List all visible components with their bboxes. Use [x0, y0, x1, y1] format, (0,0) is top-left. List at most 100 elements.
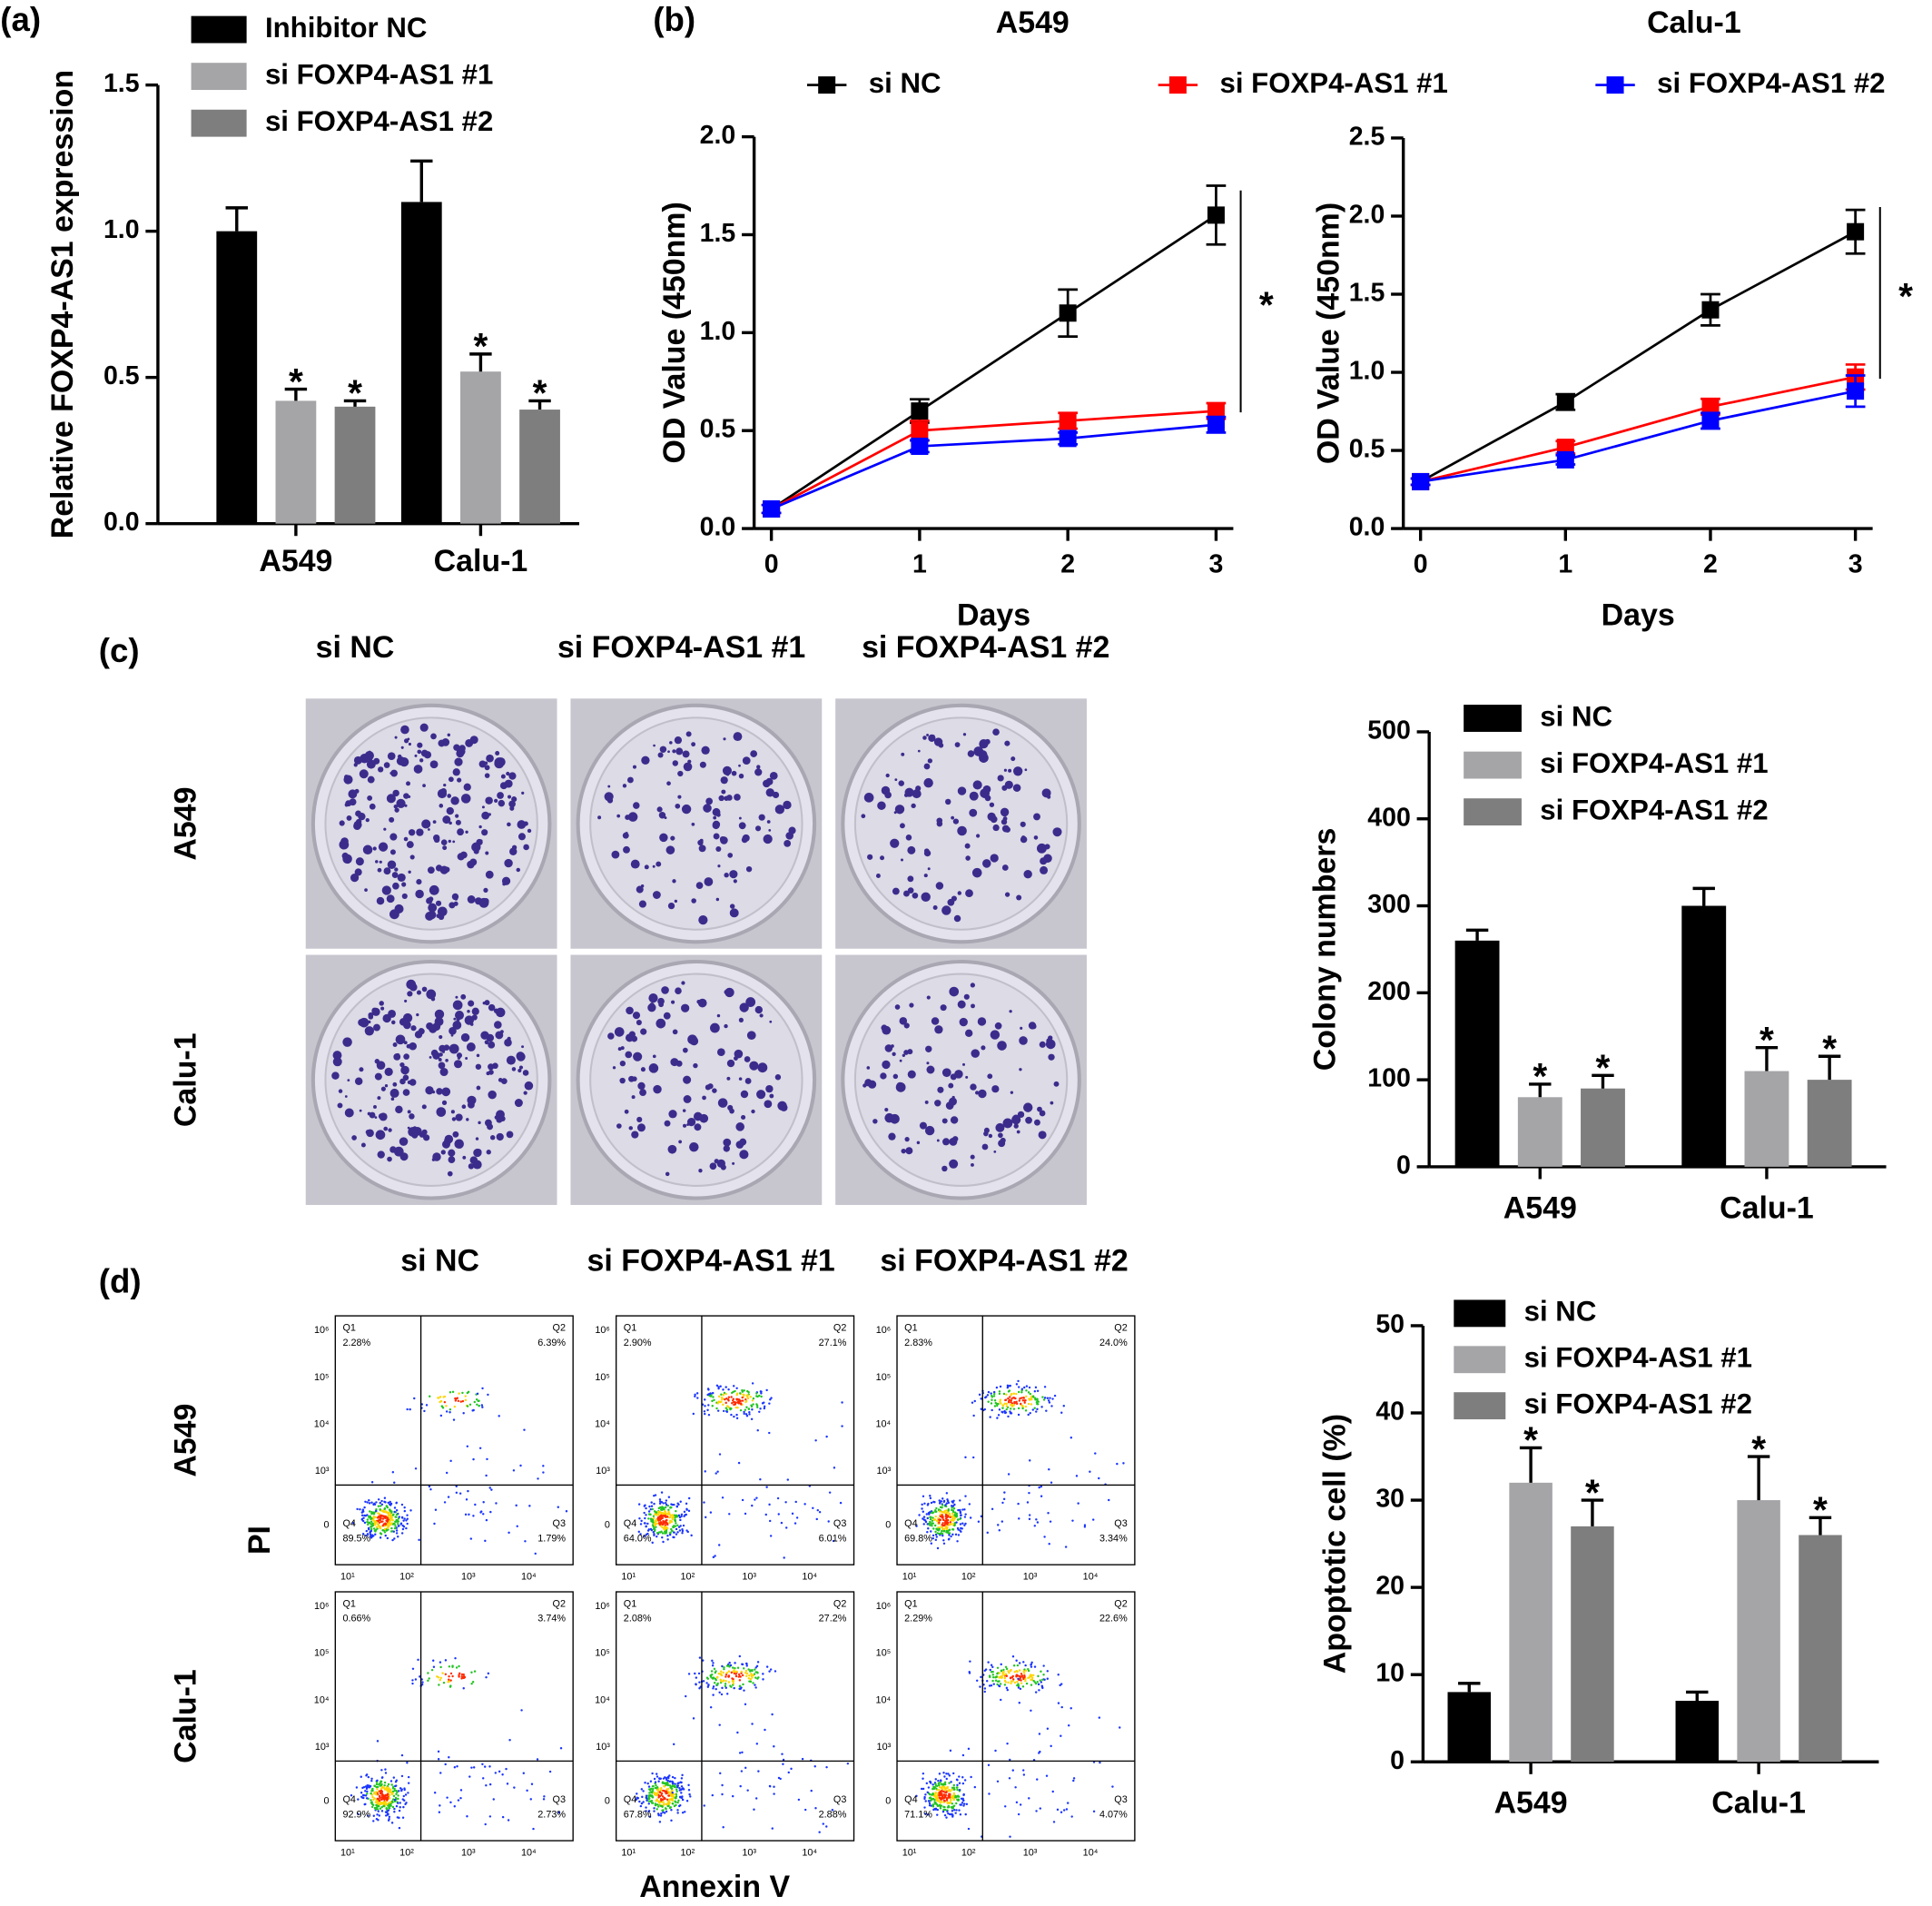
- event-dot: [1030, 1665, 1033, 1668]
- event-dot: [943, 1791, 947, 1793]
- colony: [657, 997, 665, 1005]
- event-dot: [370, 1501, 373, 1504]
- event-dot: [1020, 1397, 1023, 1399]
- quadrant-name: Q4: [342, 1518, 355, 1529]
- event-dot: [988, 1792, 991, 1795]
- event-dot: [375, 1785, 378, 1789]
- colony: [354, 1077, 363, 1086]
- colony: [984, 795, 991, 802]
- event-dot: [928, 1802, 932, 1805]
- colony: [403, 836, 409, 842]
- colony: [473, 1148, 482, 1158]
- event-dot: [384, 1802, 388, 1805]
- colony: [428, 903, 438, 913]
- event-dot: [715, 1472, 717, 1475]
- event-dot: [370, 1793, 374, 1796]
- event-dot: [958, 1782, 961, 1784]
- event-dot: [1017, 1502, 1020, 1506]
- event-dot: [388, 1803, 390, 1806]
- event-dot: [950, 1535, 952, 1538]
- event-dot: [392, 1513, 395, 1516]
- event-dot: [657, 1512, 660, 1515]
- event-dot: [653, 1527, 656, 1530]
- event-dot: [773, 1792, 775, 1795]
- colony: [744, 1056, 751, 1062]
- event-dot: [401, 1816, 405, 1819]
- event-dot: [932, 1536, 935, 1540]
- event-dot: [1031, 1408, 1035, 1411]
- event-dot: [727, 1670, 731, 1673]
- event-dot: [724, 1401, 727, 1405]
- event-dot: [712, 1662, 715, 1664]
- event-dot: [384, 1768, 387, 1771]
- colony: [469, 1022, 474, 1026]
- colony: [675, 1060, 683, 1067]
- legend-swatch: [1454, 1299, 1506, 1328]
- event-dot: [413, 1397, 416, 1400]
- event-dot: [945, 1799, 949, 1802]
- event-dot: [370, 1523, 372, 1526]
- event-dot: [1021, 1769, 1025, 1772]
- colony: [379, 1001, 384, 1006]
- colony: [467, 1095, 477, 1105]
- bar: [1744, 1071, 1789, 1167]
- event-dot: [1099, 1761, 1101, 1764]
- data-point: [763, 500, 781, 518]
- event-dot: [1022, 1773, 1026, 1776]
- event-dot: [706, 1388, 710, 1390]
- event-dot: [458, 1674, 460, 1677]
- legend-swatch: [191, 15, 247, 44]
- bar: [1517, 1097, 1562, 1167]
- event-dot: [645, 1806, 647, 1809]
- event-dot: [736, 1401, 739, 1404]
- event-dot: [1003, 1491, 1006, 1494]
- colony: [488, 1069, 494, 1075]
- event-dot: [670, 1503, 673, 1506]
- legend-swatch: [1454, 1346, 1506, 1374]
- event-dot: [841, 1425, 843, 1427]
- event-dot: [427, 1679, 429, 1683]
- colony: [745, 997, 756, 1007]
- event-dot: [1010, 1401, 1012, 1404]
- colony: [652, 864, 656, 868]
- colony: [488, 755, 493, 759]
- event-dot: [957, 1508, 960, 1512]
- colony: [412, 1126, 422, 1136]
- y-tick-label: 200: [1367, 977, 1411, 1006]
- colony: [1023, 870, 1032, 879]
- colony: [923, 763, 931, 770]
- event-dot: [447, 1678, 450, 1681]
- event-dot: [979, 1685, 981, 1688]
- event-dot: [741, 1396, 744, 1399]
- event-dot: [989, 1668, 991, 1672]
- chart-title: A549: [996, 5, 1070, 40]
- y-tick-label: 2.5: [1349, 122, 1385, 151]
- colony: [697, 839, 704, 846]
- event-dot: [751, 1382, 754, 1385]
- event-dot: [815, 1517, 818, 1521]
- event-dot: [393, 1526, 397, 1530]
- event-dot: [390, 1511, 393, 1514]
- colony: [479, 839, 483, 843]
- event-dot: [678, 1516, 682, 1519]
- y-tick-label: 1.0: [1349, 357, 1385, 386]
- event-dot: [378, 1803, 381, 1806]
- event-dot: [951, 1515, 955, 1517]
- colony: [902, 1053, 906, 1057]
- colony: [719, 835, 726, 843]
- colony: [725, 772, 730, 776]
- event-dot: [698, 1681, 701, 1684]
- colony: [413, 765, 423, 774]
- event-dot: [725, 1397, 728, 1400]
- event-dot: [1006, 1386, 1010, 1389]
- event-dot: [719, 1385, 722, 1388]
- colony: [682, 750, 690, 758]
- event-dot: [742, 1667, 745, 1670]
- event-dot: [939, 1781, 941, 1784]
- bar: [1799, 1535, 1842, 1763]
- event-dot: [986, 1531, 989, 1535]
- event-dot: [375, 1792, 378, 1796]
- event-dot: [724, 1675, 727, 1678]
- event-dot: [1036, 1521, 1040, 1524]
- event-dot: [390, 1522, 393, 1525]
